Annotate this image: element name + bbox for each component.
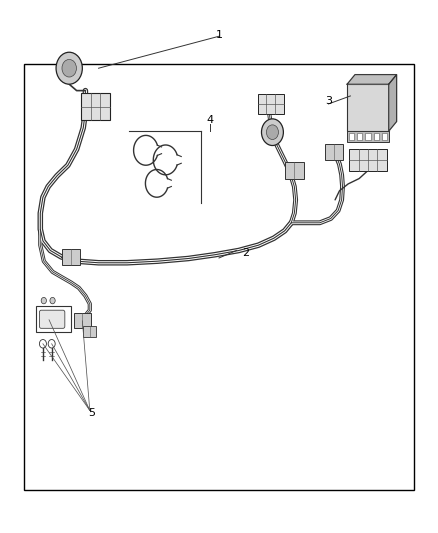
- Bar: [285, 162, 304, 179]
- Bar: [347, 131, 389, 142]
- Bar: [24, 64, 414, 490]
- Bar: [83, 326, 96, 337]
- Polygon shape: [389, 75, 396, 131]
- Text: 1: 1: [215, 30, 223, 39]
- FancyBboxPatch shape: [39, 310, 65, 328]
- Bar: [350, 149, 386, 171]
- Bar: [382, 133, 387, 140]
- Circle shape: [56, 52, 82, 84]
- Bar: [347, 84, 389, 131]
- Bar: [74, 313, 91, 328]
- Bar: [325, 144, 343, 160]
- Bar: [374, 133, 379, 140]
- Circle shape: [62, 59, 77, 77]
- Circle shape: [266, 125, 279, 140]
- Bar: [81, 93, 110, 120]
- Text: 5: 5: [88, 408, 95, 418]
- Polygon shape: [347, 75, 396, 84]
- Circle shape: [261, 119, 283, 146]
- Circle shape: [48, 340, 55, 348]
- Circle shape: [41, 297, 46, 304]
- Circle shape: [50, 297, 55, 304]
- Text: 4: 4: [207, 115, 214, 125]
- Text: 2: 2: [242, 248, 249, 258]
- Bar: [62, 249, 80, 265]
- Bar: [349, 133, 354, 140]
- Bar: [365, 133, 371, 140]
- Bar: [357, 133, 362, 140]
- Circle shape: [39, 340, 46, 348]
- Bar: [36, 306, 71, 332]
- Bar: [258, 94, 284, 114]
- Text: 3: 3: [325, 96, 332, 106]
